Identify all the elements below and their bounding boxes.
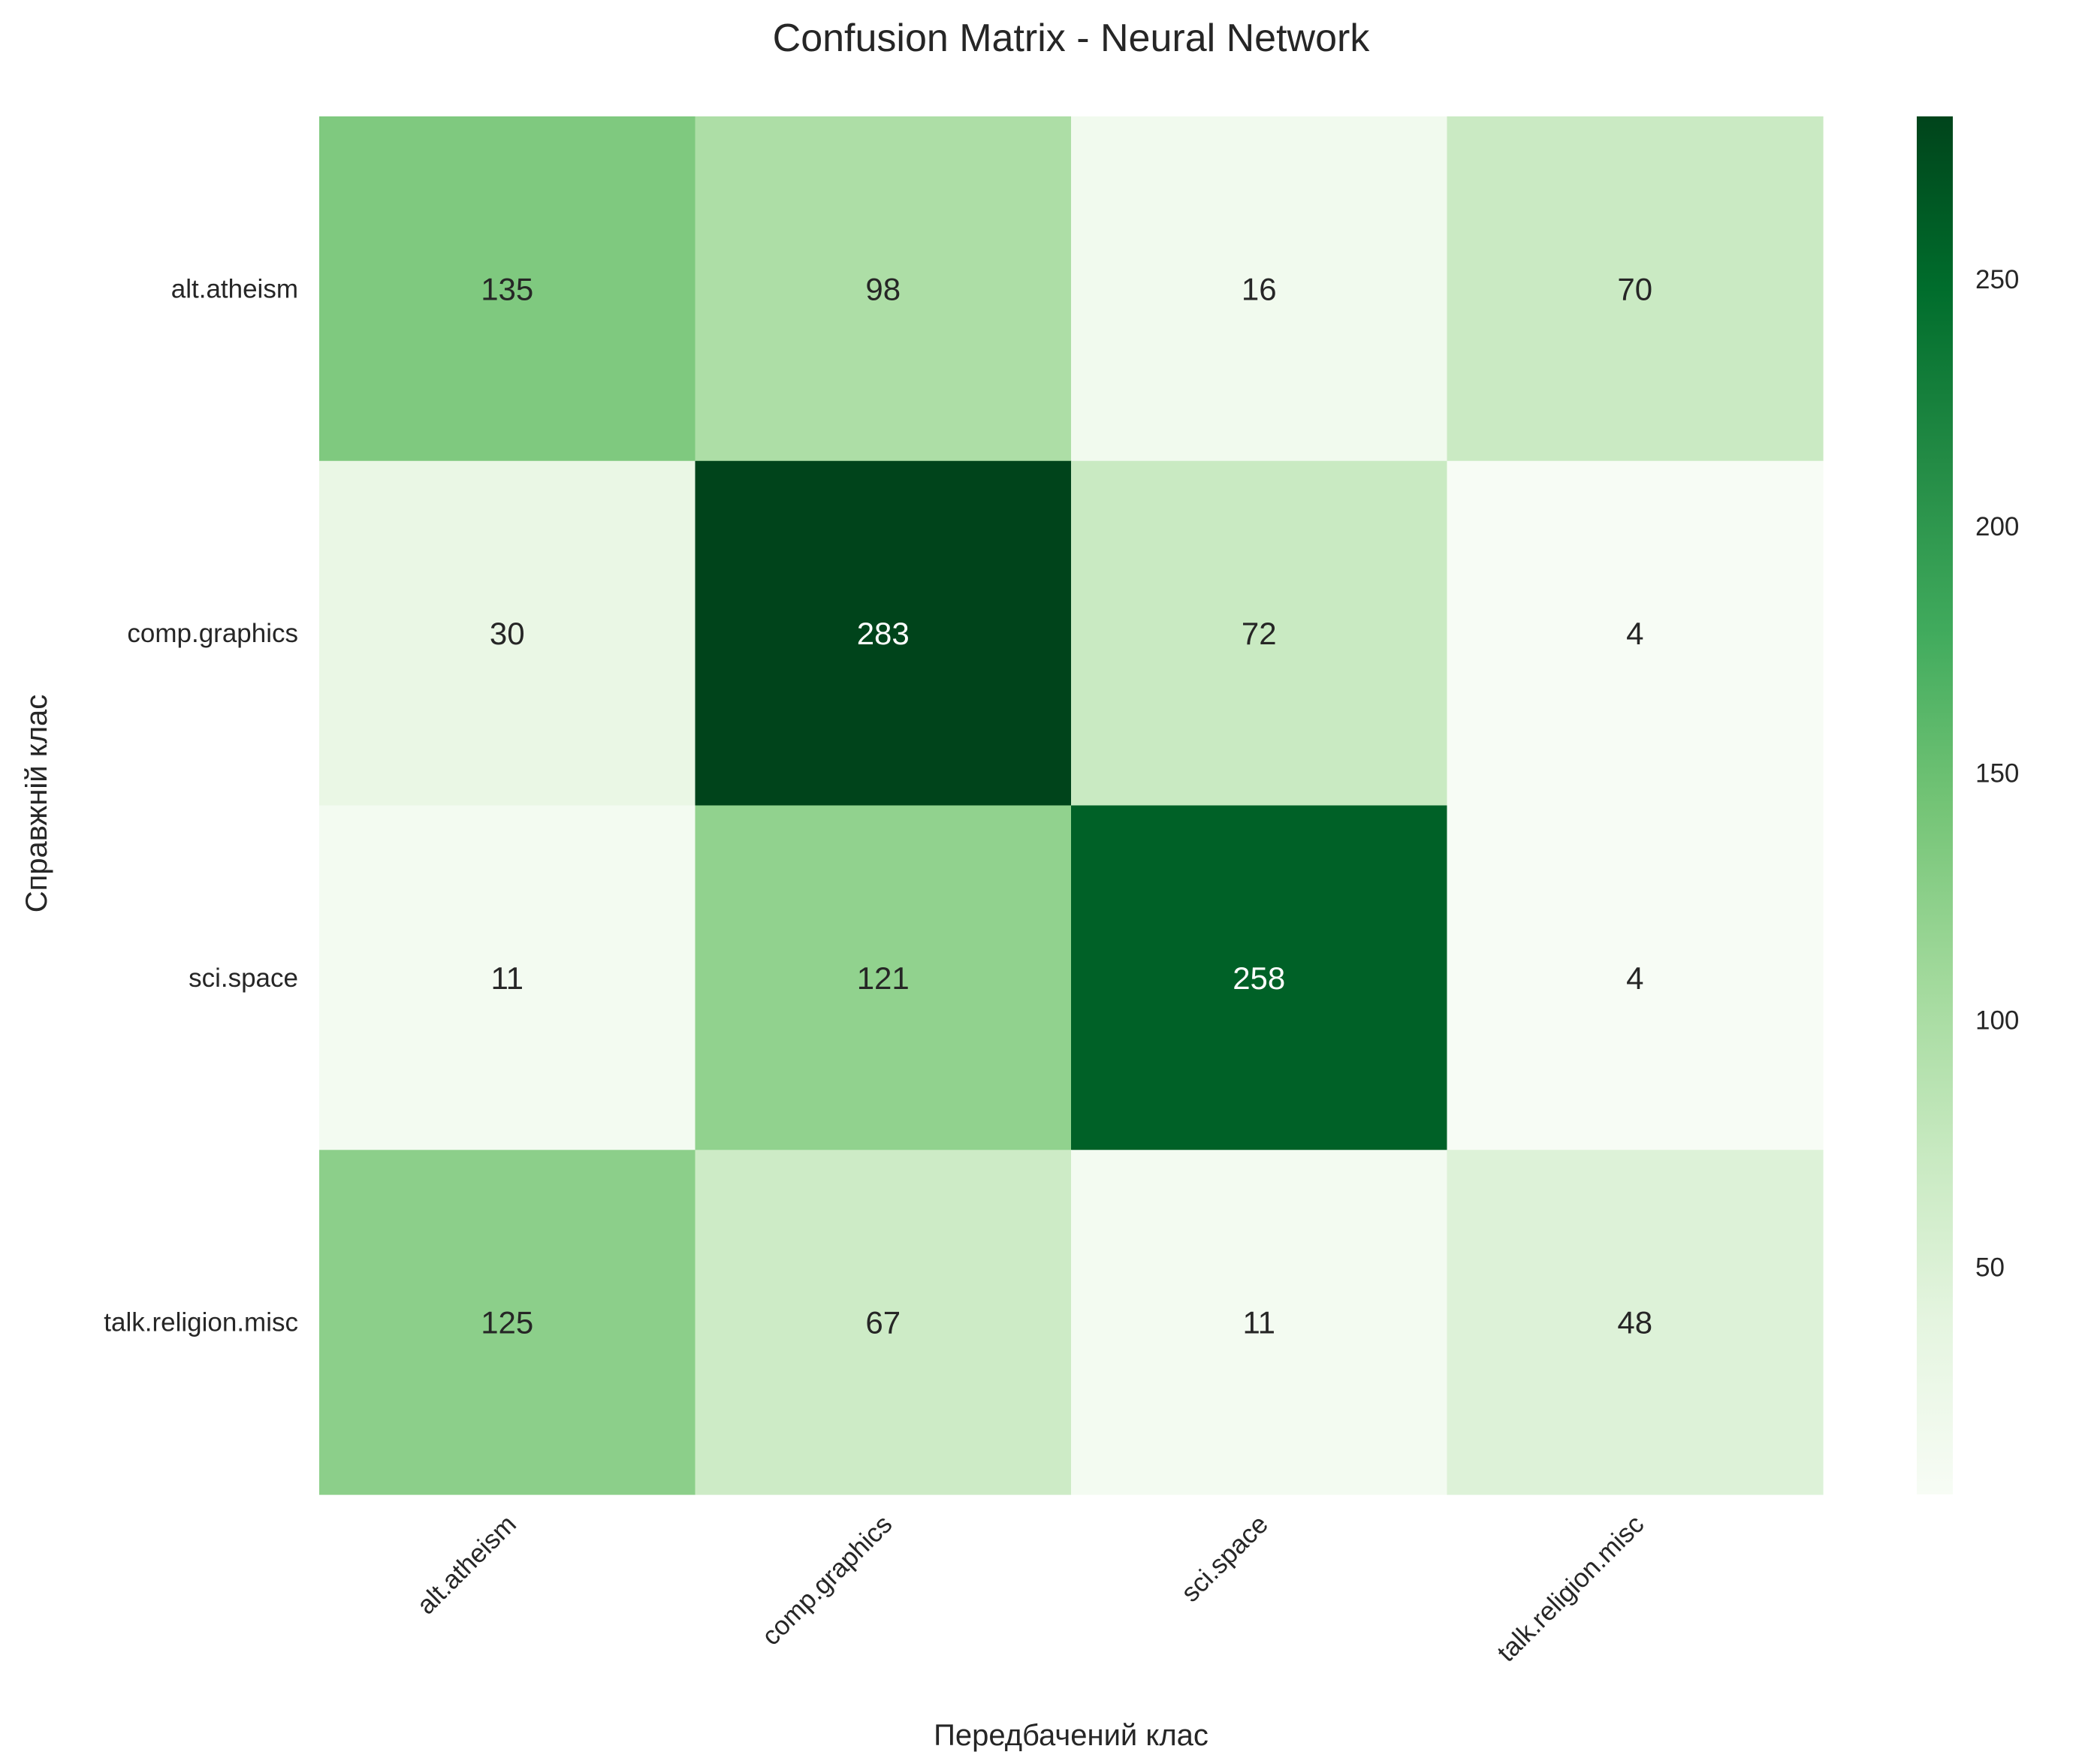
colorbar-tick-label: 200 xyxy=(1975,512,2019,541)
heatmap-cell xyxy=(319,805,696,1150)
y-tick-label: comp.graphics xyxy=(127,619,298,648)
heatmap-cell xyxy=(1447,1150,1824,1495)
x-axis-label: Передбачений клас xyxy=(934,1719,1208,1752)
cell-value-label: 67 xyxy=(865,1305,901,1340)
x-tick-label: alt.atheism xyxy=(412,1509,522,1620)
colorbar-tick-label: 250 xyxy=(1975,265,2019,294)
y-tick-label: talk.religion.misc xyxy=(104,1308,298,1337)
heatmap-cell xyxy=(1071,460,1448,807)
cell-value-label: 121 xyxy=(857,960,910,996)
chart-title: Confusion Matrix - Neural Network xyxy=(773,17,1371,60)
heatmap-cell-labels: 135 98 16 70 30 283 72 4 11 121 258 4 125 67 11 48 xyxy=(481,271,1652,1340)
y-tick-label: alt.atheism xyxy=(171,274,298,303)
cell-value-label: 98 xyxy=(865,271,901,306)
x-tick-label: comp.graphics xyxy=(756,1509,898,1651)
heatmap-cells xyxy=(319,116,1824,1495)
x-tick-label: talk.religion.misc xyxy=(1492,1509,1650,1668)
cell-value-label: 70 xyxy=(1617,271,1652,306)
cell-value-label: 135 xyxy=(481,271,533,306)
colorbar xyxy=(1917,116,1953,1494)
heatmap-cell xyxy=(1071,1150,1448,1495)
heatmap-cell xyxy=(1071,116,1448,462)
cell-value-label: 258 xyxy=(1233,960,1285,996)
heatmap-cell xyxy=(1447,116,1824,462)
heatmap-cell xyxy=(695,460,1072,807)
cell-value-label: 4 xyxy=(1626,960,1643,996)
colorbar-tick-labels: 50 100 150 200 250 xyxy=(1975,265,2019,1282)
heatmap-cell xyxy=(695,1150,1072,1495)
y-tick-labels: alt.atheism comp.graphics sci.space talk.re… xyxy=(104,274,298,1337)
heatmap-cell xyxy=(319,1150,696,1495)
x-tick-label: sci.space xyxy=(1175,1509,1274,1608)
y-tick-label: sci.space xyxy=(189,963,298,993)
y-axis-label: Справжній клас xyxy=(20,695,53,913)
colorbar-tick-label: 150 xyxy=(1975,759,2019,789)
colorbar-tick-label: 50 xyxy=(1975,1253,2005,1282)
heatmap-cell xyxy=(1447,805,1824,1150)
cell-value-label: 16 xyxy=(1242,271,1277,306)
heatmap-cell xyxy=(695,116,1072,462)
cell-value-label: 48 xyxy=(1617,1305,1652,1340)
colorbar-tick-label: 100 xyxy=(1975,1006,2019,1036)
cell-value-label: 30 xyxy=(490,616,525,651)
heatmap-cell xyxy=(695,805,1072,1150)
heatmap-cell xyxy=(1447,460,1824,807)
cell-value-label: 11 xyxy=(490,960,524,996)
heatmap-cell xyxy=(319,460,696,807)
heatmap-cell xyxy=(319,116,696,462)
cell-value-label: 283 xyxy=(857,616,910,651)
cell-value-label: 4 xyxy=(1626,616,1643,651)
heatmap-cell xyxy=(1071,805,1448,1150)
cell-value-label: 11 xyxy=(1242,1305,1275,1340)
cell-value-label: 72 xyxy=(1242,616,1277,651)
cell-value-label: 125 xyxy=(481,1305,533,1340)
x-tick-labels: alt.atheism comp.graphics sci.space talk.re… xyxy=(412,1509,1650,1668)
